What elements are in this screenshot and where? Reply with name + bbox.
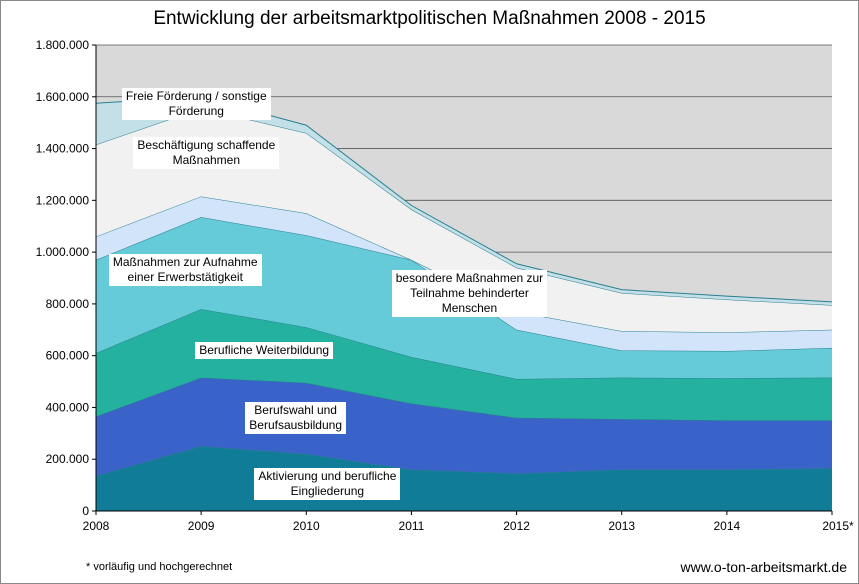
x-tick-label: 2009 [188,519,215,533]
y-tick-label: 600.000 [46,349,90,363]
y-tick-label: 1.000.000 [36,245,90,259]
series-label-line: Berufliche Weiterbildung [199,342,330,357]
y-tick-label: 1.400.000 [36,142,90,156]
series-label-line: Aktivierung und berufliche [258,469,397,484]
x-axis-ticks: 2008 2009 2010 2011 2012 2013 2014 2015* [83,511,854,533]
x-tick-label: 2013 [608,519,635,533]
series-label-line: besondere Maßnahmen zur [395,270,544,285]
area-besch-ftigung-schaffende-ma-nahmen [96,108,832,333]
x-tick-label: 2012 [503,519,530,533]
y-tick-label: 800.000 [46,297,90,311]
area-aktivierung-und-berufliche-eingliederung-edge [95,445,833,477]
series-label-berufswahl: Berufswahl und Berufsausbildung [245,401,346,434]
y-tick-label: 1.600.000 [36,90,90,104]
series-label-line: Berufswahl und [254,402,337,417]
series-label-aktivierung: Aktivierung und berufliche Eingliederung [254,468,401,501]
y-axis-ticks: 0 200.000 400.000 600.000 800.000 1.000.000 1.… [36,38,96,518]
y-tick-label: 400.000 [46,400,90,414]
chart-title: Entwicklung der arbeitsmarktpolitischen … [153,8,706,29]
footnote: * vorläufig und hochgerechnet [86,561,233,573]
series-label-line: Berufsausbildung [249,417,342,432]
series-label-freie-foerderung: Freie Förderung / sonstige Förderung [121,87,271,120]
series-label-line: Freie Förderung / sonstige [125,88,267,103]
series-label-line: einer Erwerbstätigkeit [127,269,243,284]
series-label-aufnahme-erwerbstaetigkeit: Maßnahmen zur Aufnahme einer Erwerbstätig… [108,253,262,286]
area-besondere-ma-nahmen-zur-teilnahme-behinderter-menschen [96,196,832,352]
series-label-line: Menschen [441,300,498,315]
series-label-line: Teilnahme behinderter [410,285,529,300]
series-label-line: Beschäftigung schaffende [137,138,276,153]
series-label-line: Maßnahmen [172,153,241,168]
y-tick-label: 1.800.000 [36,38,90,52]
x-tick-label: 2015* [822,519,854,533]
series-label-line: Förderung [168,103,224,118]
y-tick-label: 1.200.000 [36,193,90,207]
y-tick-label: 200.000 [46,452,90,466]
x-tick-label: 2010 [293,519,320,533]
y-tick-label: 0 [82,504,89,518]
series-label-line: Maßnahmen zur Aufnahme [112,254,258,269]
series-label-beschaeftigung: Beschäftigung schaffende Maßnahmen [133,137,280,170]
x-tick-label: 2008 [83,519,110,533]
series-label-behinderte-menschen: besondere Maßnahmen zur Teilnahme behinde… [391,269,548,317]
x-tick-label: 2011 [399,519,425,533]
area-berufliche-weiterbildung [96,309,832,421]
x-tick-label: 2014 [714,519,741,533]
source-credit: www.o-ton-arbeitsmarkt.de [680,559,847,575]
series-label-line: Eingliederung [290,484,365,499]
series-label-weiterbildung: Berufliche Weiterbildung [195,341,334,359]
axes [95,45,832,512]
